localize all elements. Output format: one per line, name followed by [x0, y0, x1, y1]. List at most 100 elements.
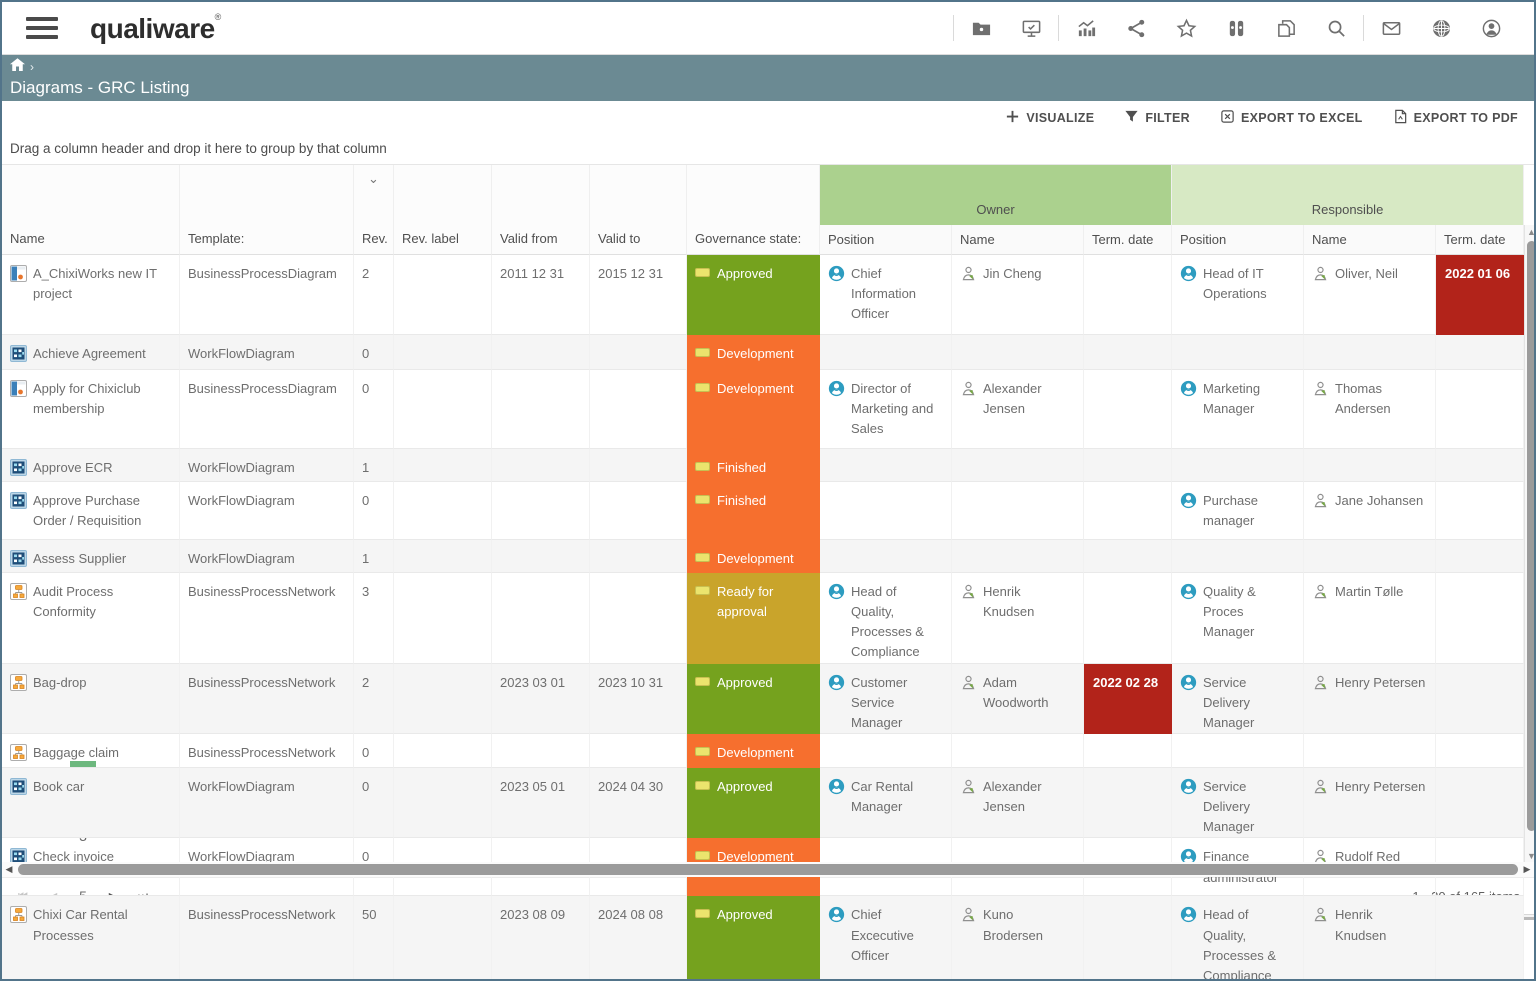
column-header-rev-label[interactable]: Rev. label — [394, 165, 492, 255]
cell-template: WorkFlowDiagram — [180, 767, 354, 839]
action-label: EXPORT TO EXCEL — [1240, 111, 1363, 125]
cell-owner-position — [820, 540, 952, 573]
sub-column-header-name[interactable]: Name — [952, 225, 1084, 255]
cell-valid-from: 2023 05 01 — [492, 767, 590, 839]
folder-icon[interactable] — [956, 10, 1006, 46]
group-header-owner[interactable]: Owner — [820, 165, 1173, 225]
monitor-check-icon[interactable] — [1006, 10, 1056, 46]
cell-owner-term-date — [1084, 335, 1173, 370]
horizontal-scrollbar[interactable]: ◀ ▶ — [2, 862, 1534, 877]
cell-text: BusinessProcessNetwork — [188, 744, 336, 760]
group-header-responsible[interactable]: Responsible — [1172, 165, 1525, 225]
table-row[interactable]: Bag-drop BusinessProcessNetwork 2 2023 03 0… — [2, 663, 1525, 734]
home-icon[interactable] — [10, 57, 25, 77]
column-header-rev[interactable]: ⌄ Rev. — [354, 165, 394, 255]
cell-responsible-term-date — [1436, 896, 1525, 979]
vertical-scrollbar-thumb[interactable] — [1527, 241, 1534, 831]
export-pdf-button[interactable]: EXPORT TO PDF — [1393, 109, 1518, 127]
cell-rev: 0 — [354, 335, 394, 370]
wfd-diagram-icon — [10, 777, 27, 797]
table-row[interactable]: Audit Process Conformity BusinessProcessN… — [2, 573, 1525, 664]
account-icon[interactable] — [1466, 10, 1516, 46]
cell-rev-label — [394, 540, 492, 573]
table-row[interactable]: Assess Supplier WorkFlowDiagram 1 Developme… — [2, 540, 1525, 573]
scroll-right-arrow-icon[interactable]: ▶ — [1523, 864, 1531, 874]
column-header-valid-from[interactable]: Valid from — [492, 165, 590, 255]
cell-governance-state: Approved — [687, 896, 820, 979]
filter-button[interactable]: FILTER — [1124, 109, 1190, 127]
cell-text: Approve Purchase Order / Requisition — [33, 493, 142, 529]
wfd-diagram-icon — [10, 344, 27, 364]
globe-icon[interactable] — [1416, 10, 1466, 46]
cell-text: Chief Information Officer — [851, 266, 917, 322]
wfd-diagram-icon — [10, 847, 27, 867]
scroll-down-arrow-icon[interactable]: ▼ — [1527, 851, 1536, 861]
cell-owner-name: Henrik Knudsen — [952, 573, 1084, 664]
cell-text: Marketing Manager — [1203, 381, 1261, 417]
table-row[interactable]: Book car WorkFlowDiagram 0 2023 05 01 2024 0… — [2, 767, 1525, 839]
share-icon[interactable] — [1111, 10, 1161, 46]
vertical-scrollbar[interactable]: ▲ ▼ — [1524, 225, 1536, 863]
table-row[interactable]: Apply for Chixiclub membership BusinessPr… — [2, 370, 1525, 449]
horizontal-scrollbar-thumb[interactable] — [18, 864, 1518, 875]
table-row[interactable]: Achieve Agreement WorkFlowDiagram 0 Develop… — [2, 335, 1525, 370]
governance-state-label: Ready for approval — [717, 584, 774, 620]
cell-text: 50 — [362, 907, 377, 923]
export-excel-button[interactable]: EXPORT TO EXCEL — [1220, 109, 1363, 127]
person-icon — [1312, 905, 1329, 945]
cell-owner-position: Car Rental Manager — [820, 767, 952, 839]
cell-responsible-position: Service Delivery Manager — [1172, 663, 1305, 734]
sub-column-header-term-date[interactable]: Term. date — [1436, 225, 1525, 255]
position-badge-icon — [828, 777, 845, 817]
person-icon — [960, 264, 977, 284]
cell-text: 2023 08 09 — [500, 907, 566, 923]
analytics-icon[interactable] — [1061, 10, 1111, 46]
governance-state-chip-icon — [695, 268, 710, 277]
column-header-valid-to[interactable]: Valid to — [590, 165, 687, 255]
sub-column-header-name[interactable]: Name — [1304, 225, 1437, 255]
sub-column-label: Name — [1312, 232, 1347, 247]
table-row[interactable]: Baggage claim BusinessProcessNetwork 0 Deve… — [2, 733, 1525, 768]
column-header-name[interactable]: Name — [2, 165, 180, 255]
person-icon — [1312, 491, 1329, 511]
binders-icon[interactable] — [1211, 10, 1261, 46]
cell-text: 1 — [362, 460, 370, 475]
visualize-button[interactable]: VISUALIZE — [1005, 109, 1094, 127]
star-icon[interactable] — [1161, 10, 1211, 46]
cell-text: BusinessProcessNetwork — [188, 584, 336, 599]
search-icon[interactable] — [1311, 10, 1361, 46]
scroll-up-arrow-icon[interactable]: ▲ — [1527, 227, 1536, 237]
sub-column-header-position[interactable]: Position — [820, 225, 952, 255]
cell-text: 2024 04 30 — [598, 778, 664, 794]
table-row[interactable]: Approve Purchase Order / Requisition Work… — [2, 482, 1525, 540]
cell-rev: 0 — [354, 370, 394, 449]
cell-owner-name — [952, 449, 1084, 482]
cell-text: A_ChixiWorks new IT project — [33, 266, 157, 302]
table-row[interactable]: Chixi Car Rental Processes BusinessProces… — [2, 896, 1525, 979]
cell-text: 2024 08 08 — [598, 907, 664, 923]
cell-governance-state: Approved — [687, 255, 820, 335]
sort-descending-icon[interactable]: ⌄ — [368, 171, 379, 186]
cell-responsible-name: Rudolf Red — [1304, 838, 1437, 897]
cell-owner-term-date — [1084, 767, 1173, 839]
table-row[interactable]: Approve ECR WorkFlowDiagram 1 Finished — [2, 449, 1525, 482]
table-row[interactable]: A_ChixiWorks new IT project BusinessProce… — [2, 255, 1525, 335]
sub-column-header-position[interactable]: Position — [1172, 225, 1305, 255]
menu-icon[interactable] — [26, 17, 58, 39]
mail-icon[interactable] — [1366, 10, 1416, 46]
column-header-governance-state[interactable]: Governance state: — [687, 165, 820, 255]
cell-responsible-position: Purchase manager — [1172, 482, 1305, 540]
scroll-left-arrow-icon[interactable]: ◀ — [5, 864, 13, 874]
sub-column-header-term-date[interactable]: Term. date — [1084, 225, 1173, 255]
person-icon — [960, 905, 977, 945]
cell-valid-from — [492, 449, 590, 482]
column-header-template[interactable]: Template: — [180, 165, 354, 255]
copy-icon[interactable] — [1261, 10, 1311, 46]
cell-template: BusinessProcessNetwork — [180, 663, 354, 734]
cell-rev: 0 — [354, 767, 394, 839]
grc-listing-table: Name Template: ⌄ Rev. Rev. label Valid from Va… — [2, 165, 1525, 979]
cell-text: Purchase manager — [1203, 493, 1258, 529]
cell-rev: 3 — [354, 573, 394, 664]
cell-owner-position — [820, 733, 952, 768]
